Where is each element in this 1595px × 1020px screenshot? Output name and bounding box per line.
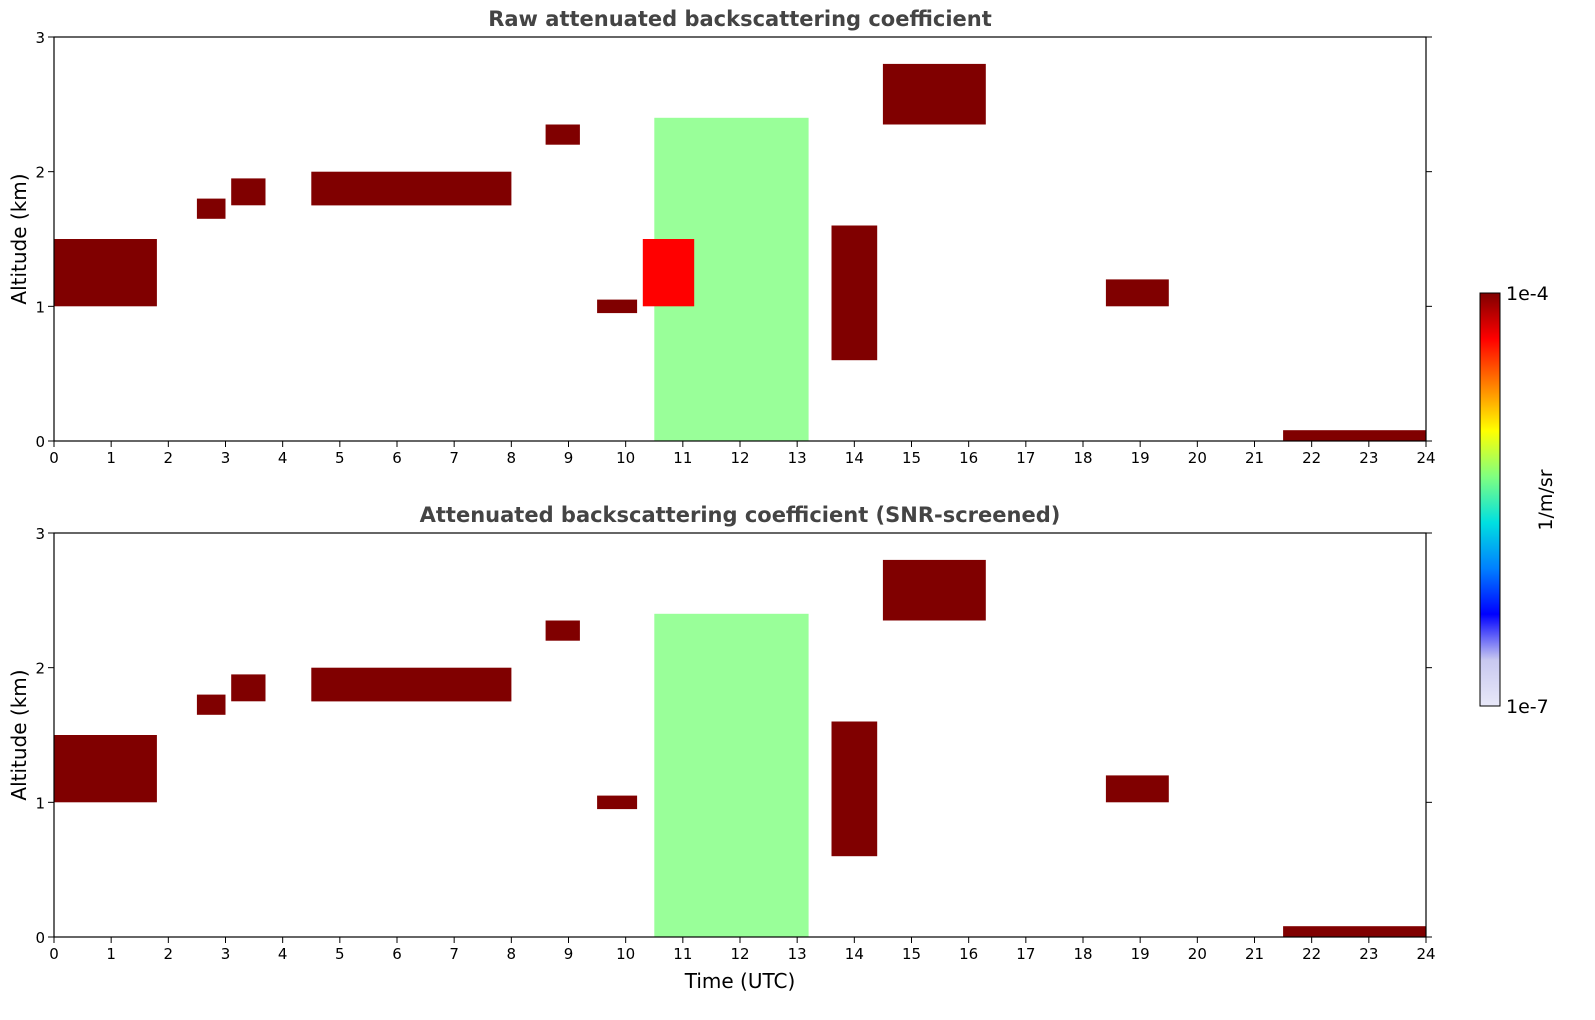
x-tick-label-3: 3 — [221, 449, 231, 467]
x-tick-label-22: 22 — [1302, 945, 1321, 963]
y-tick-label-3: 3 — [35, 525, 45, 543]
heatmap-feature-cloud-0 — [54, 735, 157, 803]
heatmap-feature-cloud-8 — [882, 559, 986, 621]
x-tick-label-8: 8 — [507, 449, 517, 467]
x-tick-label-14: 14 — [845, 449, 864, 467]
x-tick-label-21: 21 — [1245, 449, 1264, 467]
y-tick-label-0: 0 — [35, 433, 45, 451]
x-tick-label-9: 9 — [564, 449, 574, 467]
x-tick-label-21: 21 — [1245, 945, 1264, 963]
panel-screened-x-ticks: 0 1 2 3 4 5 6 7 8 9 10 11 12 13 14 15 16 17 18 19 20 21 22 23 24 — [49, 937, 1436, 963]
y-tick-label-2: 2 — [35, 164, 45, 182]
x-tick-label-22: 22 — [1302, 449, 1321, 467]
x-tick-label-8: 8 — [507, 945, 517, 963]
x-tick-label-2: 2 — [164, 449, 174, 467]
x-tick-label-16: 16 — [959, 945, 978, 963]
x-tick-label-16: 16 — [959, 449, 978, 467]
x-tick-label-11: 11 — [673, 945, 692, 963]
heatmap-feature-cloud-0 — [54, 239, 157, 307]
heatmap-feature-cloud-7 — [831, 721, 878, 857]
heatmap-feature-cloud-3 — [311, 171, 512, 206]
x-tick-label-24: 24 — [1416, 945, 1435, 963]
x-tick-label-11: 11 — [673, 449, 692, 467]
heatmap-feature-cloud-1 — [196, 694, 226, 715]
panel-raw: Raw attenuated backscattering coefficien… — [7, 7, 1436, 467]
x-tick-label-20: 20 — [1188, 945, 1207, 963]
colorbar-min-label: 1e-7 — [1506, 696, 1549, 718]
x-tick-label-19: 19 — [1131, 449, 1150, 467]
heatmap-feature-cloud-1 — [196, 198, 226, 219]
y-tick-label-2: 2 — [35, 660, 45, 678]
x-tick-label-2: 2 — [164, 945, 174, 963]
heatmap-feature-cloud-2 — [231, 178, 266, 206]
panel-raw-y-ticks: 0 1 2 3 — [35, 29, 1432, 451]
heatmap-feature-cloud-10 — [1105, 279, 1169, 307]
colorbar: 1e-4 1e-7 1/m/sr — [1479, 283, 1557, 718]
panel-screened-y-ticks: 0 1 2 3 — [35, 525, 1432, 947]
x-tick-label-4: 4 — [278, 449, 288, 467]
x-tick-label-24: 24 — [1416, 449, 1435, 467]
x-tick-label-23: 23 — [1359, 449, 1378, 467]
heatmap-feature-cloud-4 — [545, 620, 580, 641]
heatmap-feature-cloud-4 — [545, 124, 580, 145]
x-tick-label-5: 5 — [335, 449, 345, 467]
x-tick-label-6: 6 — [392, 945, 402, 963]
x-tick-label-18: 18 — [1073, 945, 1092, 963]
x-tick-label-6: 6 — [392, 449, 402, 467]
x-tick-label-15: 15 — [902, 945, 921, 963]
x-tick-label-9: 9 — [564, 945, 574, 963]
x-tick-label-18: 18 — [1073, 449, 1092, 467]
y-tick-label-1: 1 — [35, 298, 45, 316]
panel-raw-ylabel: Altitude (km) — [7, 173, 31, 304]
x-tick-label-10: 10 — [616, 945, 635, 963]
panel-screened-xlabel: Time (UTC) — [684, 969, 796, 993]
x-tick-label-12: 12 — [730, 945, 749, 963]
x-tick-label-1: 1 — [106, 449, 116, 467]
y-tick-label-0: 0 — [35, 929, 45, 947]
x-tick-label-5: 5 — [335, 945, 345, 963]
x-tick-label-7: 7 — [449, 945, 459, 963]
heatmap-feature-fog-11 — [1283, 430, 1426, 441]
x-tick-label-19: 19 — [1131, 945, 1150, 963]
heatmap-feature-fog-10 — [1283, 926, 1426, 937]
heatmap-feature-cloud-9 — [882, 63, 986, 125]
heatmap-feature-cloud-5 — [597, 299, 638, 314]
x-tick-label-17: 17 — [1016, 945, 1035, 963]
x-tick-label-7: 7 — [449, 449, 459, 467]
colorbar-max-label: 1e-4 — [1506, 283, 1549, 305]
x-tick-label-20: 20 — [1188, 449, 1207, 467]
heatmap-feature-cloud-9 — [1105, 775, 1169, 803]
x-tick-label-12: 12 — [730, 449, 749, 467]
heatmap-feature-cloud-8 — [831, 225, 878, 361]
panel-raw-title: Raw attenuated backscattering coefficien… — [488, 7, 992, 31]
x-tick-label-1: 1 — [106, 945, 116, 963]
x-tick-label-23: 23 — [1359, 945, 1378, 963]
colorbar-unit-label: 1/m/sr — [1535, 469, 1557, 530]
x-tick-label-13: 13 — [788, 449, 807, 467]
x-tick-label-14: 14 — [845, 945, 864, 963]
panel-screened-heatmap — [54, 559, 1426, 937]
x-tick-label-0: 0 — [49, 449, 59, 467]
heatmap-feature-cloud-5 — [597, 795, 638, 810]
x-tick-label-0: 0 — [49, 945, 59, 963]
colorbar-bar — [1479, 292, 1501, 707]
panel-screened: Attenuated backscattering coefficient (S… — [7, 503, 1436, 993]
x-tick-label-13: 13 — [788, 945, 807, 963]
panel-raw-x-ticks: 0 1 2 3 4 5 6 7 8 9 10 11 12 13 14 15 16 17 18 19 20 21 22 23 24 — [49, 441, 1436, 467]
y-tick-label-3: 3 — [35, 29, 45, 47]
heatmap-feature-cloud-7 — [642, 239, 695, 307]
heatmap-feature-aerosol-6 — [654, 613, 809, 937]
x-tick-label-4: 4 — [278, 945, 288, 963]
heatmap-feature-cloud-3 — [311, 667, 512, 702]
heatmap-feature-cloud-2 — [231, 674, 266, 702]
panel-screened-title: Attenuated backscattering coefficient (S… — [420, 503, 1061, 527]
x-tick-label-10: 10 — [616, 449, 635, 467]
y-tick-label-1: 1 — [35, 794, 45, 812]
x-tick-label-3: 3 — [221, 945, 231, 963]
panel-screened-ylabel: Altitude (km) — [7, 669, 31, 800]
x-tick-label-17: 17 — [1016, 449, 1035, 467]
panel-raw-heatmap — [54, 63, 1426, 441]
x-tick-label-15: 15 — [902, 449, 921, 467]
